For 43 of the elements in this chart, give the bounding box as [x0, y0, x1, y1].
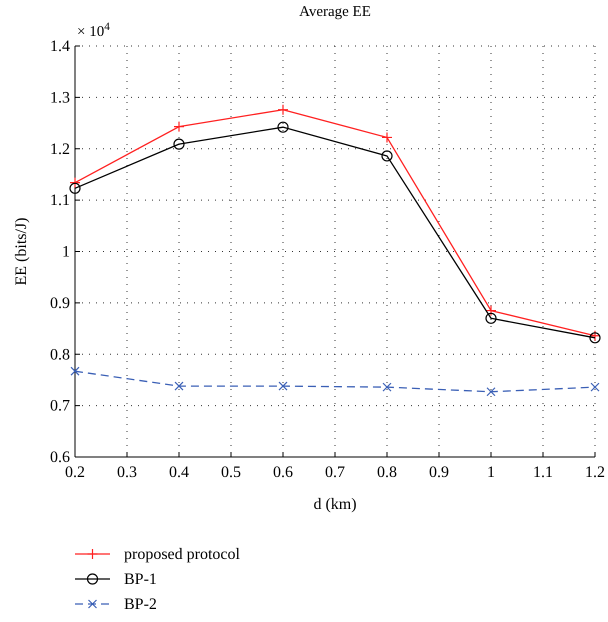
x-tick-label: 0.2 [65, 464, 85, 481]
x-tick-label: 0.8 [377, 464, 397, 481]
point [173, 138, 185, 150]
point [69, 182, 81, 194]
point [381, 132, 393, 144]
point [381, 150, 393, 162]
chart-title: Average EE [299, 4, 371, 20]
y-tick-label: 0.9 [50, 294, 70, 312]
x-tick-label: 0.6 [273, 464, 293, 481]
point [173, 121, 185, 132]
point [485, 312, 497, 324]
y-tick-label: 0.8 [50, 346, 70, 364]
x-tick-label: 0.3 [117, 464, 137, 481]
point [277, 104, 289, 116]
point [174, 382, 184, 391]
x-tick-label: 1.1 [533, 464, 553, 481]
point [70, 366, 80, 376]
y-tick-label: 1 [62, 244, 70, 260]
y-tick-label: 1.4 [50, 38, 70, 55]
y-tick-label: 0.7 [50, 398, 70, 415]
y-tick-label: 0.6 [50, 449, 70, 466]
legend-label: BP-2 [124, 596, 157, 613]
y-tick-label: 1.2 [50, 140, 70, 158]
y-axis-title: EE (bits/J) [13, 218, 30, 286]
x-tick-label: 0.5 [221, 464, 241, 481]
point [382, 382, 392, 392]
point [277, 122, 289, 133]
y-tick-label: 1.1 [50, 192, 70, 210]
x-tick-label: 1 [487, 464, 495, 481]
legend-label: BP-1 [124, 571, 157, 588]
x-tick-label: 0.7 [325, 464, 345, 481]
point [590, 382, 600, 392]
legend-label: proposed protocol [124, 546, 241, 563]
x-tick-label: 1.2 [585, 464, 605, 481]
text: × 10$^{4}$ [77, 21, 110, 40]
x-tick-label: 0.4 [169, 464, 189, 481]
point [486, 387, 496, 396]
point [69, 177, 81, 188]
y-tick-label: 1.3 [50, 89, 70, 106]
x-axis-title: d (km) [313, 496, 357, 513]
x-tick-label: 0.9 [429, 464, 449, 481]
point [278, 382, 288, 391]
point [485, 304, 497, 316]
